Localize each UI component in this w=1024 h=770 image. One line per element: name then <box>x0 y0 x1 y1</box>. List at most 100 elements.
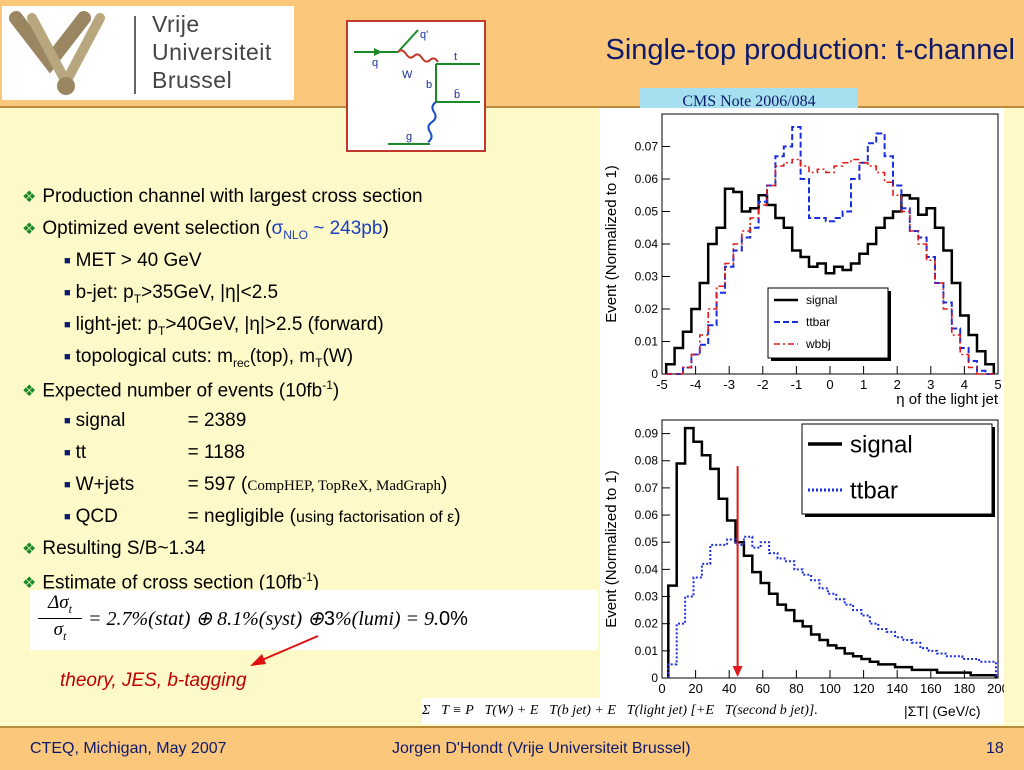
x-tick-label: 200 <box>987 681 1004 696</box>
x-tick-label: -3 <box>723 377 735 392</box>
diamond-bullet-icon: ❖ <box>22 383 37 401</box>
y-tick-label: 0.09 <box>635 427 659 441</box>
feyn-label-w: W <box>402 69 413 81</box>
cut-marker-arrowhead <box>732 666 743 677</box>
square-bullet-icon: ■ <box>64 319 71 331</box>
bullet-estimate: ❖ Estimate of cross section (10fb-1) <box>22 570 320 594</box>
x-tick-label: 40 <box>722 681 736 696</box>
diamond-bullet-icon: ❖ <box>22 541 37 558</box>
legend-label-ttbar: ttbar <box>806 315 830 329</box>
legend-label-wbbj: wbbj <box>805 337 831 351</box>
slide-title: Single-top production: t-channel <box>605 34 1015 66</box>
x-tick-label: -5 <box>656 377 668 392</box>
y-tick-label: 0 <box>651 367 658 381</box>
bullet-production: ❖ Production channel with largest cross s… <box>22 186 423 207</box>
sub-bullet-met: ■ MET > 40 GeV <box>64 250 202 271</box>
diamond-bullet-icon: ❖ <box>22 575 37 593</box>
x-tick-label: 2 <box>894 377 901 392</box>
x-tick-label: 3 <box>927 377 934 392</box>
sub-bullet-topological: ■ topological cuts: mrec(top), mT(W) <box>64 346 354 370</box>
y-axis-label: Event (Normalized to 1) <box>603 470 620 628</box>
y-tick-label: 0 <box>651 671 658 685</box>
series-signal-line <box>667 426 998 678</box>
sub-bullet-signal: ■ signal = 2389 <box>64 410 247 431</box>
legend-label-ttbar: ttbar <box>850 477 898 504</box>
x-tick-label: 80 <box>789 681 803 696</box>
square-bullet-icon: ■ <box>64 255 71 267</box>
square-bullet-icon: ■ <box>64 415 71 427</box>
formula-rhs: = 2.7%(stat) ⊕ 8.1%(syst) ⊕3%(lumi) = 9.… <box>88 608 468 630</box>
formula-fraction: Δσt σt <box>38 592 82 644</box>
x-tick-label: -2 <box>757 377 769 392</box>
cross-section-formula: Δσt σt = 2.7%(stat) ⊕ 8.1%(syst) ⊕3%(lum… <box>30 590 598 650</box>
x-tick-label: 120 <box>853 681 875 696</box>
x-tick-label: 180 <box>954 681 976 696</box>
footer-page-number: 18 <box>986 740 1004 757</box>
feyn-label-b: b <box>426 79 432 91</box>
x-tick-label: 5 <box>994 377 1001 392</box>
feyn-label-q: q <box>372 57 378 69</box>
y-tick-label: 0.07 <box>635 481 659 495</box>
y-tick-label: 0.06 <box>635 172 659 186</box>
sub-bullet-bjet: ■ b-jet: pT>35GeV, |η|<2.5 <box>64 282 279 306</box>
legend-box <box>801 423 993 515</box>
series-wbbj-line <box>666 158 994 375</box>
y-tick-label: 0.04 <box>635 237 659 251</box>
sigma-t-distribution-chart: 0 20 40 60 80 100 120 140 160 180 200 0 0.01 0.02 0.03… <box>600 412 1004 698</box>
sub-bullet-wjets: ■ W+jets = 597 (CompHEP, TopReX, MadGraph) <box>64 474 448 495</box>
legend-label-signal: signal <box>806 293 837 307</box>
legend: signal ttbar <box>801 423 995 517</box>
footer-conference: CTEQ, Michigan, May 2007 <box>30 740 227 757</box>
y-tick-label: 0.07 <box>635 140 659 154</box>
x-tick-label: 1 <box>860 377 867 392</box>
y-tick-label: 0.05 <box>635 205 659 219</box>
y-tick-label: 0.03 <box>635 270 659 284</box>
x-tick-label: -1 <box>791 377 803 392</box>
x-tick-label: 0 <box>658 681 665 696</box>
square-bullet-icon: ■ <box>64 287 71 299</box>
series-signal-line <box>664 187 996 374</box>
x-tick-label: 20 <box>688 681 702 696</box>
y-axis-label: Event (Normalized to 1) <box>603 165 620 323</box>
feynman-diagram: q q' W t b b̄ g <box>346 20 486 152</box>
diamond-bullet-icon: ❖ <box>22 221 37 238</box>
y-tick-label: 0.02 <box>635 617 659 631</box>
square-bullet-icon: ■ <box>64 351 71 363</box>
x-tick-label: -4 <box>690 377 702 392</box>
logo-line2: Universiteit <box>152 39 272 65</box>
x-tick-label: 0 <box>826 377 833 392</box>
footer-author: Jorgen D'Hondt (Vrije Universiteit Bruss… <box>392 740 691 757</box>
square-bullet-icon: ■ <box>64 479 71 491</box>
series-ttbar-line <box>667 535 997 678</box>
x-tick-label: 100 <box>819 681 841 696</box>
logo-text: Vrije Universiteit Brussel <box>152 10 272 94</box>
y-tick-label: 0.06 <box>635 508 659 522</box>
y-tick-label: 0.01 <box>635 644 659 658</box>
bullet-selection: ❖ Optimized event selection (σNLO ~ 243pb… <box>22 218 389 242</box>
feyn-label-t: t <box>454 51 457 63</box>
legend-label-signal: signal <box>850 431 913 458</box>
theory-note: theory, JES, b-tagging <box>60 670 247 691</box>
feyn-label-qprime: q' <box>420 29 428 41</box>
logo-line1: Vrije <box>152 11 200 37</box>
sub-bullet-tt: ■ tt = 1188 <box>64 442 245 463</box>
x-tick-label: 60 <box>756 681 770 696</box>
footer-bar: CTEQ, Michigan, May 2007 Jorgen D'Hondt … <box>0 726 1024 770</box>
y-tick-label: 0.04 <box>635 562 659 576</box>
y-tick-label: 0.01 <box>635 335 659 349</box>
university-logo: Vrije Universiteit Brussel <box>2 6 294 100</box>
legend: signal ttbar wbbj <box>767 287 891 361</box>
bullet-expected: ❖ Expected number of events (10fb-1) <box>22 378 340 402</box>
feyn-label-bbar: b̄ <box>454 88 460 101</box>
diamond-bullet-icon: ❖ <box>22 189 37 206</box>
sub-bullet-qcd: ■ QCD = negligible (using factorisation of… <box>64 506 461 527</box>
square-bullet-icon: ■ <box>64 511 71 523</box>
logo-divider <box>134 16 136 94</box>
x-axis-label: η of the light jet <box>896 391 999 408</box>
x-tick-label: 4 <box>961 377 968 392</box>
logo-line3: Brussel <box>152 67 233 93</box>
eta-distribution-chart: -5 -4 -3 -2 -1 0 1 2 3 4 5 0 0.01 0.02 0.03 0.04 0.05 0.0… <box>600 108 1004 414</box>
sub-bullet-light-jet: ■ light-jet: pT>40GeV, |η|>2.5 (forward) <box>64 314 384 338</box>
y-tick-label: 0.08 <box>635 454 659 468</box>
